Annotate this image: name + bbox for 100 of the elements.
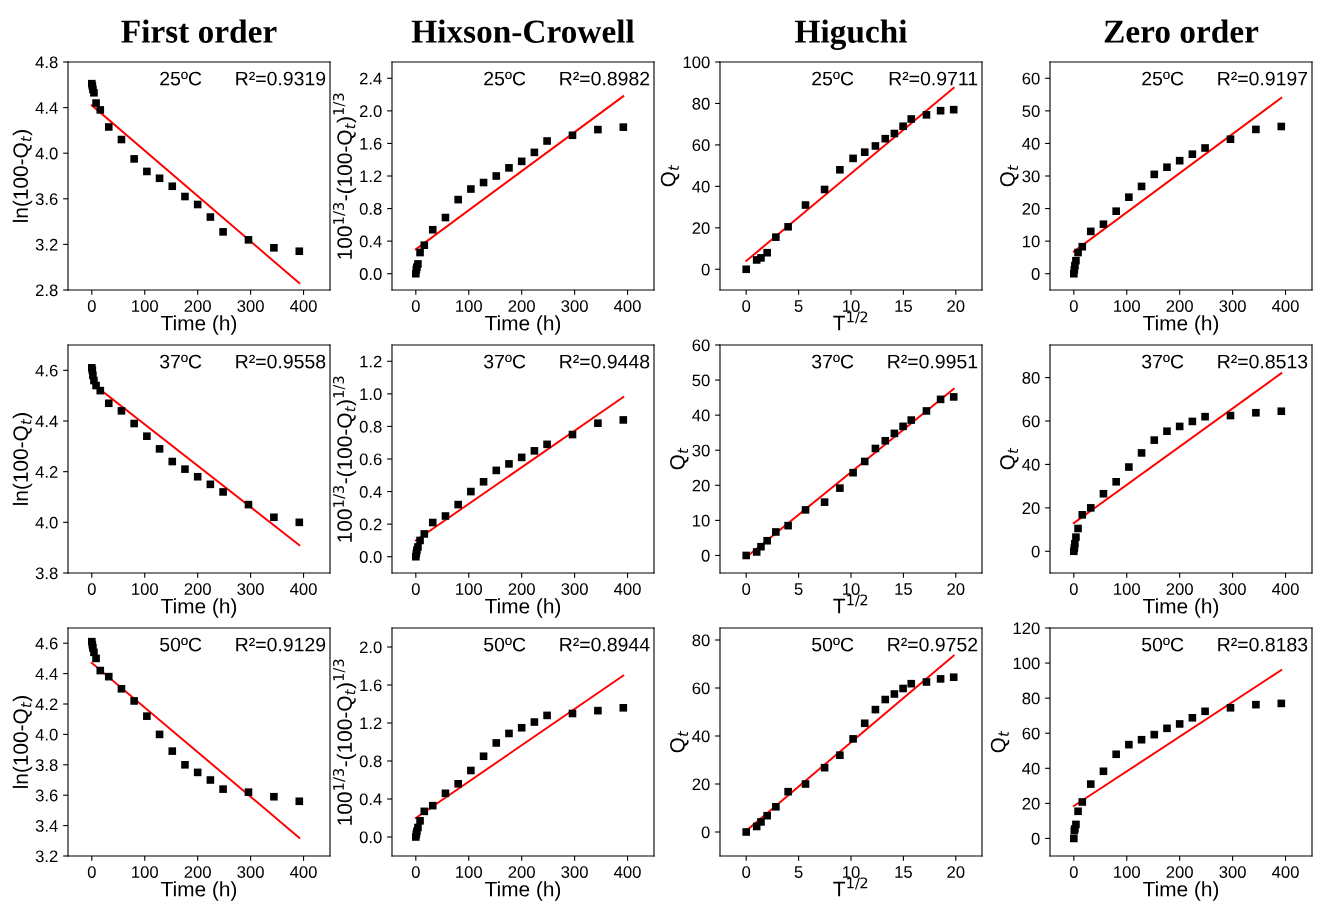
- x-axis-title: Time (h): [161, 315, 237, 335]
- x-tick-label: 10: [843, 300, 860, 312]
- x-tick-label: 300: [561, 583, 588, 595]
- x-tick-label: 20: [947, 583, 965, 595]
- y-axis-title: Q$_{t}$: [670, 730, 689, 753]
- x-tick-label: 200: [1166, 583, 1193, 595]
- x-tick-label: 0: [87, 300, 96, 312]
- x-tick-label: 15: [895, 866, 912, 878]
- x-tick-label: 0: [1069, 300, 1078, 312]
- y-tick-label: 3.6: [35, 789, 58, 802]
- y-tick-label: 0.2: [359, 518, 382, 531]
- y-tick-label: 60: [692, 139, 710, 152]
- x-tick-label: 100: [1114, 583, 1140, 595]
- x-tick-label: 400: [614, 583, 641, 595]
- x-tick-label: 100: [1114, 300, 1140, 312]
- y-tick-label: 60: [1022, 72, 1040, 85]
- y-tick-label: 3.4: [35, 820, 58, 832]
- y-tick-label: 0: [701, 263, 710, 276]
- y-tick-label: 20: [692, 222, 710, 235]
- x-tick-label: 200: [1166, 866, 1193, 878]
- y-tick-label: 0: [1031, 545, 1040, 558]
- y-tick-label: 1.2: [360, 355, 382, 368]
- y-tick-label: 3.2: [35, 850, 58, 863]
- x-tick-label: 400: [1272, 866, 1299, 878]
- y-tick-label: 0: [1031, 832, 1040, 845]
- y-tick-label: 2.8: [35, 284, 58, 297]
- y-tick-label: 3.2: [35, 238, 58, 251]
- x-axis-title: Time (h): [485, 598, 561, 618]
- y-axis-title: ln(100-Q$_{t}$): [12, 413, 33, 505]
- y-tick-label: 60: [692, 339, 710, 352]
- annotation: R²=0.9752: [888, 637, 978, 652]
- y-tick-label: 0.8: [359, 202, 382, 215]
- x-tick-label: 100: [456, 866, 482, 878]
- y-tick-label: 4.0: [35, 516, 58, 529]
- y-tick-label: 100: [683, 56, 710, 69]
- x-tick-label: 200: [1166, 300, 1193, 312]
- x-tick-label: 300: [561, 300, 588, 312]
- y-tick-label: 20: [692, 778, 710, 791]
- x-tick-label: 300: [237, 583, 264, 595]
- x-tick-label: 0: [742, 583, 751, 595]
- x-axis-title: T$^{1/2}$: [833, 311, 868, 331]
- annotation: 50ºC: [812, 637, 854, 652]
- annotation: R²=0.8513: [1218, 354, 1308, 369]
- x-axis-title: Time (h): [485, 315, 561, 335]
- x-axis-title: Time (h): [161, 881, 237, 901]
- y-tick-label: 20: [1022, 202, 1040, 215]
- x-axis-title: T$^{1/2}$: [833, 877, 868, 897]
- y-tick-label: 1.2: [360, 717, 382, 730]
- x-tick-label: 400: [290, 583, 317, 595]
- x-tick-label: 0: [411, 583, 420, 595]
- y-tick-label: 60: [692, 682, 710, 695]
- y-tick-label: 100: [1013, 657, 1040, 670]
- y-tick-label: 50: [1022, 105, 1040, 118]
- y-tick-label: 3.8: [35, 567, 58, 580]
- x-tick-label: 400: [614, 866, 641, 878]
- annotation: 25ºC: [484, 71, 526, 86]
- y-tick-label: 4.0: [35, 147, 58, 160]
- y-tick-label: 30: [1022, 170, 1040, 183]
- chart-title: First order: [121, 19, 277, 43]
- y-tick-label: 30: [692, 444, 710, 457]
- y-tick-label: 1.2: [360, 170, 382, 183]
- y-tick-label: 50: [692, 374, 710, 387]
- annotation: 37ºC: [160, 354, 202, 369]
- chart-title: Higuchi: [795, 19, 908, 50]
- y-tick-label: 4.2: [35, 466, 58, 478]
- y-axis-title: Q$_{t}$: [670, 447, 689, 470]
- x-tick-label: 300: [237, 300, 264, 312]
- y-tick-label: 4.0: [35, 728, 58, 741]
- y-tick-label: 60: [1022, 415, 1040, 428]
- x-tick-label: 300: [237, 866, 264, 878]
- annotation: R²=0.9129: [236, 637, 326, 652]
- x-tick-label: 15: [895, 583, 912, 595]
- y-tick-label: 2.4: [359, 72, 382, 85]
- annotation: 50ºC: [484, 637, 526, 652]
- y-tick-label: 60: [1022, 727, 1040, 740]
- y-axis-title: Q$_{t}$: [1000, 447, 1019, 470]
- annotation: 37ºC: [812, 354, 854, 369]
- y-tick-label: 4.8: [35, 56, 58, 69]
- x-tick-label: 400: [614, 300, 641, 312]
- y-tick-label: 0.4: [359, 235, 382, 248]
- y-tick-label: 0: [701, 826, 710, 839]
- x-tick-label: 0: [87, 866, 96, 878]
- chart-title: Hixson-Crowell: [411, 19, 635, 43]
- x-axis-title: Time (h): [1143, 881, 1219, 901]
- annotation: R²=0.8183: [1218, 637, 1308, 652]
- x-tick-label: 300: [1219, 300, 1246, 312]
- y-tick-label: 0.0: [359, 551, 382, 563]
- y-tick-label: 0.4: [359, 793, 382, 806]
- x-tick-label: 100: [456, 300, 482, 312]
- y-axis-title: ln(100-Q$_{t}$): [12, 130, 33, 222]
- y-tick-label: 3.6: [35, 193, 58, 205]
- x-axis-title: Time (h): [161, 598, 237, 618]
- annotation: R²=0.8982: [560, 71, 650, 86]
- y-tick-label: 4.6: [35, 637, 58, 650]
- x-tick-label: 100: [132, 866, 158, 878]
- y-tick-label: 0: [1031, 268, 1040, 280]
- x-tick-label: 200: [184, 300, 211, 312]
- y-axis-title: 100$^{1/3}$-(100-Q$_{t}$)$^{1/3}$: [333, 93, 357, 259]
- annotation: R²=0.9951: [888, 354, 978, 369]
- x-tick-label: 0: [1069, 583, 1078, 595]
